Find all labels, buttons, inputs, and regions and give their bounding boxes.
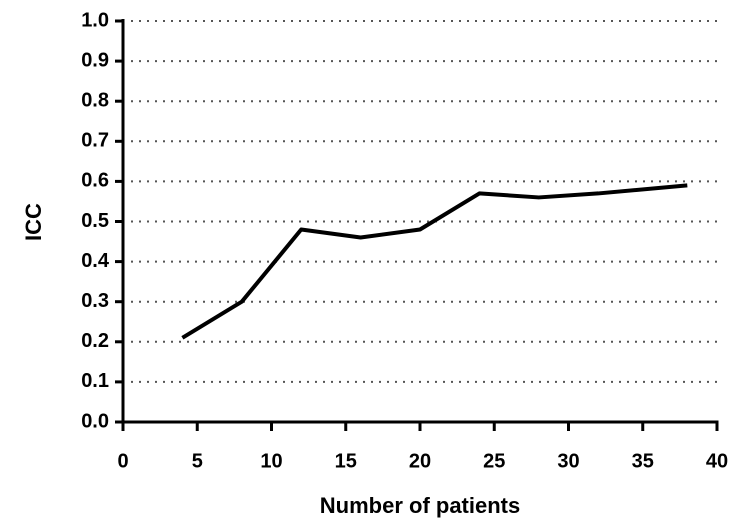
y-tick-label: 0.6 (81, 170, 109, 192)
x-tick-label: 30 (557, 450, 579, 472)
x-tick-label: 20 (409, 450, 431, 472)
y-tick-label: 0.9 (81, 49, 109, 71)
x-tick-label: 5 (192, 450, 203, 472)
x-tick-label: 15 (335, 450, 357, 472)
y-tick-label: 0.4 (81, 250, 110, 272)
y-tick-label: 0.1 (81, 370, 109, 392)
y-tick-label: 0.0 (81, 410, 109, 432)
x-tick-label: 40 (706, 450, 728, 472)
x-tick-label: 0 (117, 450, 128, 472)
y-tick-label: 1.0 (81, 9, 109, 31)
y-tick-label: 0.7 (81, 130, 109, 152)
x-tick-label: 35 (632, 450, 654, 472)
data-line (181, 183, 688, 340)
x-tick-label: 25 (483, 450, 505, 472)
y-tick-label: 0.5 (81, 210, 109, 232)
y-axis-title: ICC (21, 203, 46, 241)
y-tick-label: 0.8 (81, 89, 109, 111)
x-tick-label: 10 (260, 450, 282, 472)
y-tick-label: 0.3 (81, 290, 109, 312)
x-axis-title: Number of patients (320, 493, 520, 518)
y-tick-label: 0.2 (81, 330, 109, 352)
